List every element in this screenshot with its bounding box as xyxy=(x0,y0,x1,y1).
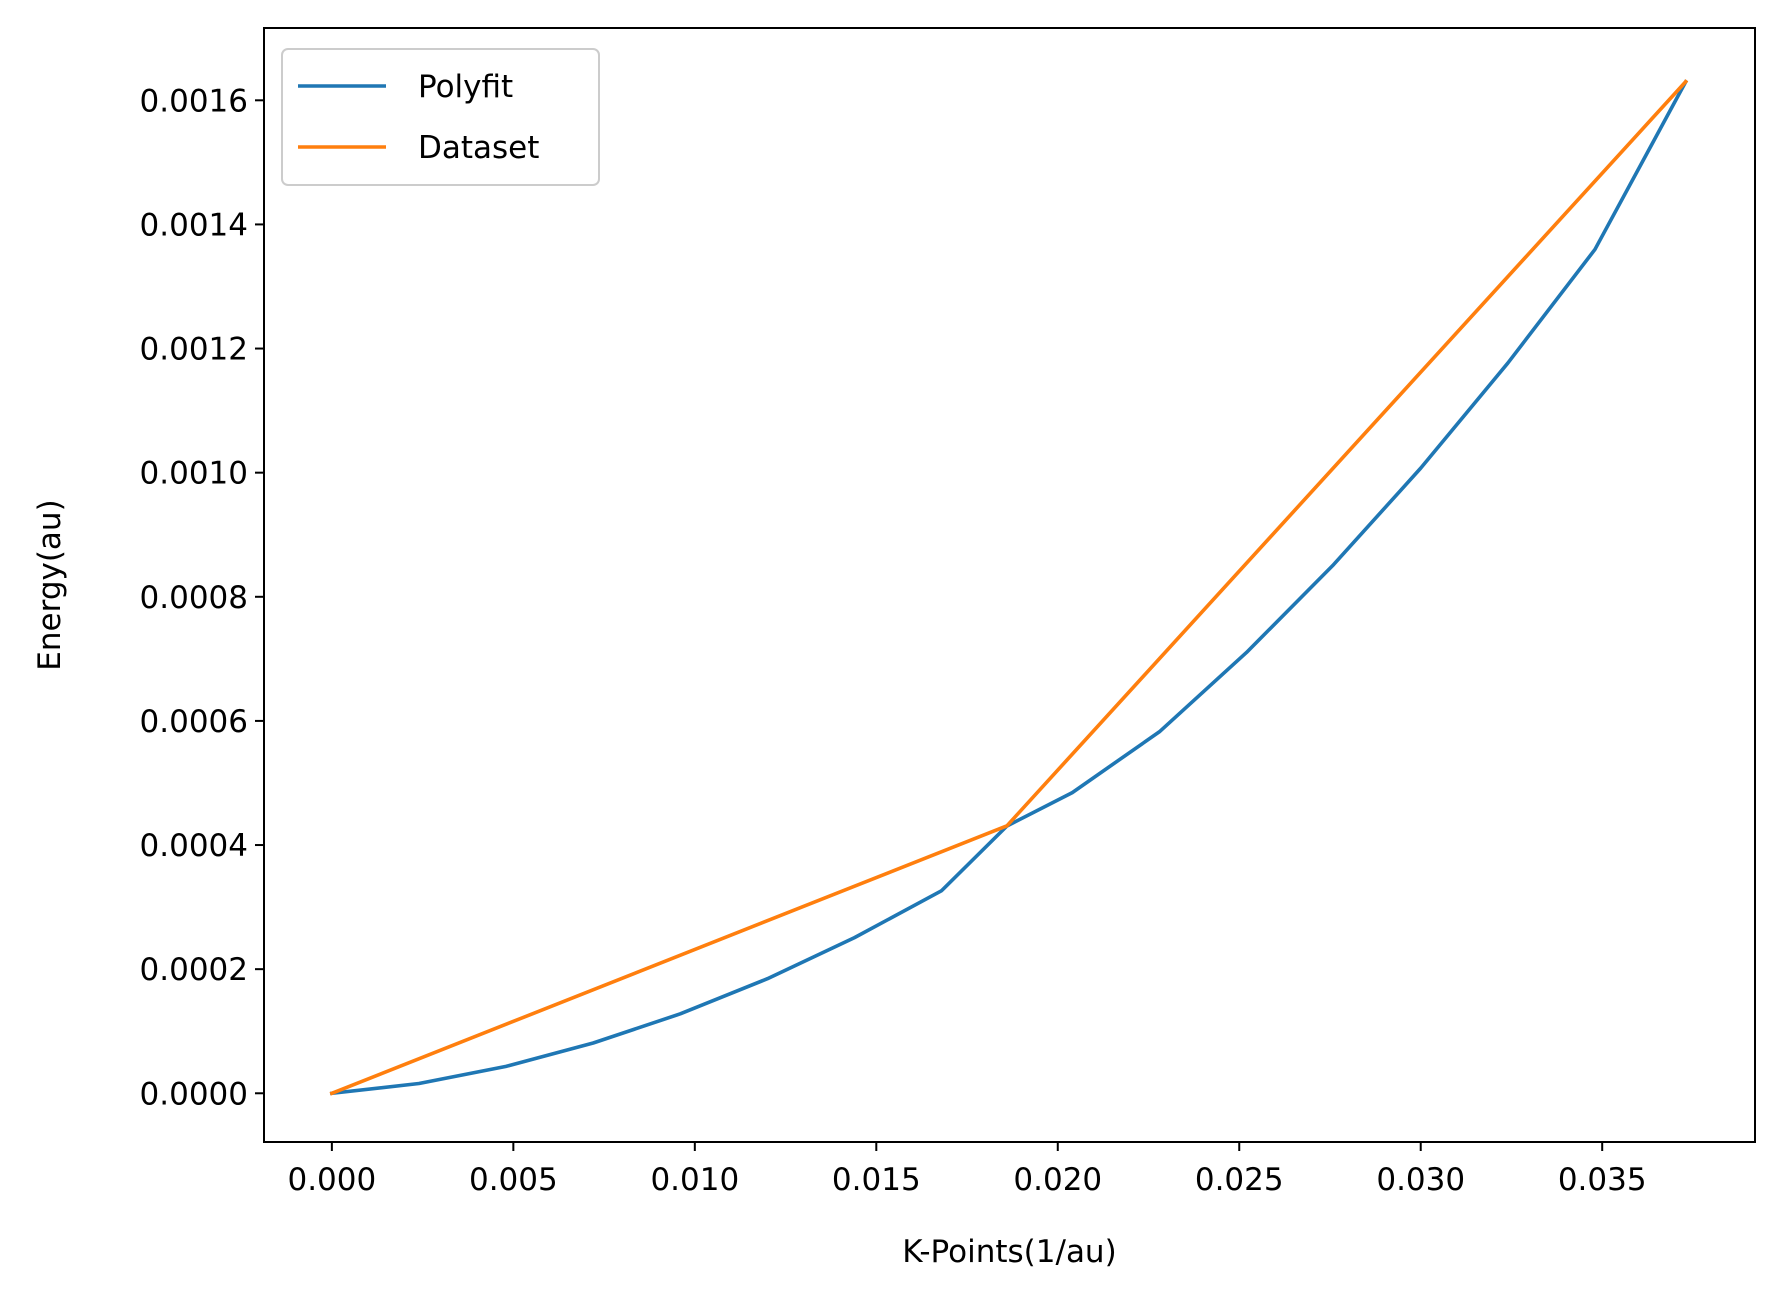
y-axis-label: Energy(au) xyxy=(32,499,68,670)
x-tick-label: 0.030 xyxy=(1376,1162,1465,1198)
y-tick-label: 0.0006 xyxy=(140,704,248,740)
x-tick-label: 0.015 xyxy=(832,1162,921,1198)
series-layer xyxy=(329,79,1689,1096)
y-tick-label: 0.0002 xyxy=(140,952,248,988)
legend-label-dataset: Dataset xyxy=(418,130,539,166)
x-tick-label: 0.035 xyxy=(1558,1162,1647,1198)
legend: Polyfit Dataset xyxy=(281,48,600,186)
y-axis: 0.0000 0.0002 0.0004 0.0006 0.0008 0.0010 0.00… xyxy=(140,83,264,1112)
plot-area xyxy=(264,28,1755,1142)
y-tick-label: 0.0000 xyxy=(140,1076,248,1112)
y-tick-label: 0.0014 xyxy=(140,207,248,243)
legend-label-polyfit: Polyfit xyxy=(418,69,513,105)
y-tick-label: 0.0016 xyxy=(140,83,248,119)
legend-box xyxy=(281,48,600,186)
x-tick-label: 0.000 xyxy=(287,1162,376,1198)
y-tick-label: 0.0012 xyxy=(140,332,248,368)
x-tick-label: 0.020 xyxy=(1013,1162,1102,1198)
x-axis-label: K-Points(1/au) xyxy=(902,1234,1116,1270)
x-tick-label: 0.025 xyxy=(1195,1162,1284,1198)
y-tick-label: 0.0008 xyxy=(140,580,248,616)
series-line-dataset xyxy=(329,79,1689,1096)
x-axis: 0.000 0.005 0.010 0.015 0.020 0.025 0.030 0.035 xyxy=(287,1142,1647,1198)
plot-frame xyxy=(263,27,1756,1143)
x-tick-label: 0.010 xyxy=(650,1162,739,1198)
y-tick-label: 0.0004 xyxy=(140,828,248,864)
x-tick-label: 0.005 xyxy=(469,1162,558,1198)
y-tick-label: 0.0010 xyxy=(140,456,248,492)
